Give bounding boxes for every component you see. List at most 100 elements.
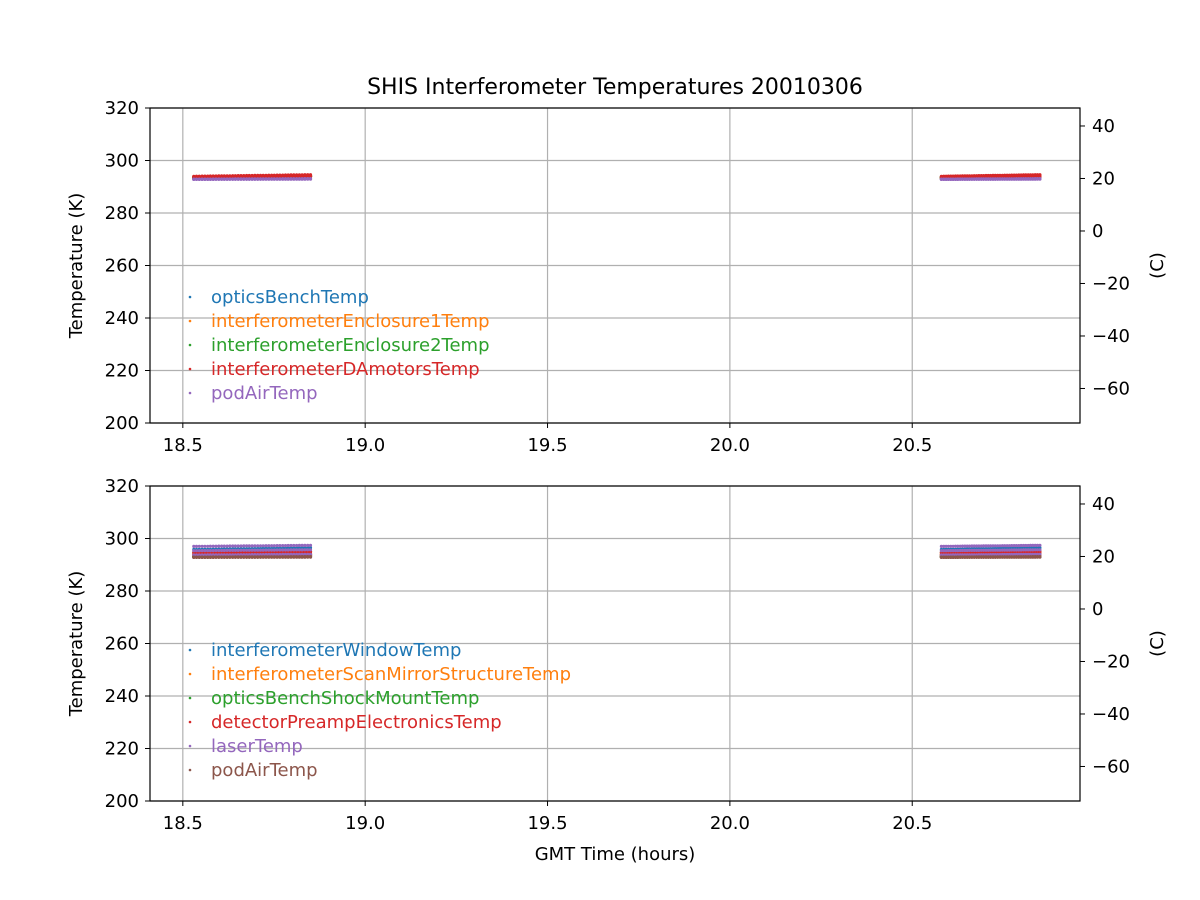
data-point [292,555,296,559]
data-point [283,548,288,552]
data-point [303,177,307,181]
data-point [270,548,274,552]
y-tick-label: 280 [105,581,139,602]
data-point [946,555,951,559]
data-point [295,173,299,177]
data-point [1019,555,1023,559]
data-point [1035,173,1040,177]
data-point [211,177,215,181]
data-point [289,548,293,552]
data-point [264,177,268,181]
data-point [256,555,260,559]
data-point [242,548,246,552]
data-point [247,555,251,559]
data-point [239,177,243,181]
legend-label: interferometerEnclosure1Temp [211,311,490,332]
data-point [192,174,196,178]
data-point [283,544,288,548]
data-point [261,555,265,559]
data-point [267,552,271,557]
data-point [960,548,965,553]
data-point [292,552,296,557]
data-point [972,548,976,553]
data-point [1014,555,1019,559]
y2-tick-label: −60 [1092,378,1130,399]
y2-axis-label: (C) [1147,630,1168,657]
data-point [1035,552,1040,556]
data-point [256,548,260,552]
data-point [292,173,296,177]
data-point [970,553,974,557]
data-point [297,548,301,552]
data-point [1038,548,1042,552]
data-point [200,177,204,181]
data-point [214,174,218,178]
data-point [984,553,988,557]
data-point [281,555,285,559]
data-point [1031,548,1035,552]
data-point [965,553,969,557]
data-point [1035,555,1040,559]
data-point [967,544,972,548]
data-point [225,544,229,548]
data-point [283,173,288,177]
data-point [228,174,232,178]
data-point [192,177,196,181]
data-point [286,552,290,557]
data-point [286,555,290,559]
data-point [267,555,271,559]
data-point [956,177,960,181]
data-point [239,544,243,548]
data-point [220,548,224,553]
data-point [192,549,196,553]
data-point [956,555,960,559]
x-tick-label: 20.0 [710,435,750,456]
data-point [231,174,235,178]
data-point [247,544,251,548]
data-point [222,174,226,178]
data-point [972,177,976,181]
data-point [225,177,229,181]
data-point [203,177,207,181]
data-point [236,177,240,181]
x-tick-label: 19.0 [345,813,385,834]
data-point [253,173,257,177]
data-point [308,548,313,552]
data-point [264,544,268,548]
data-point [206,549,210,553]
data-point [1019,552,1023,557]
data-point [942,549,946,553]
data-point [272,548,276,552]
y2-tick-label: −20 [1092,651,1130,672]
data-point [211,544,215,548]
data-point [949,544,953,548]
data-point [1038,173,1042,177]
data-point [270,173,274,177]
data-point [281,173,285,177]
data-point [225,174,229,178]
data-point [1019,173,1023,177]
data-point [1019,548,1023,552]
data-point [267,177,271,181]
x-tick-label: 19.5 [527,813,567,834]
data-point [256,553,260,557]
data-point [939,174,944,178]
data-point [996,553,1000,557]
x-tick-label: 19.0 [345,435,385,456]
data-point [306,543,310,548]
data-point [308,543,313,547]
data-point [951,544,955,548]
data-point [233,544,237,548]
data-point [993,177,997,181]
data-point [228,177,232,181]
data-point [208,553,212,557]
data-point [1031,555,1035,559]
data-point [958,544,962,548]
data-point [208,555,212,559]
data-point [984,544,988,548]
data-point [308,177,313,181]
data-point [231,177,235,181]
data-point [253,544,257,548]
data-point [253,548,257,552]
